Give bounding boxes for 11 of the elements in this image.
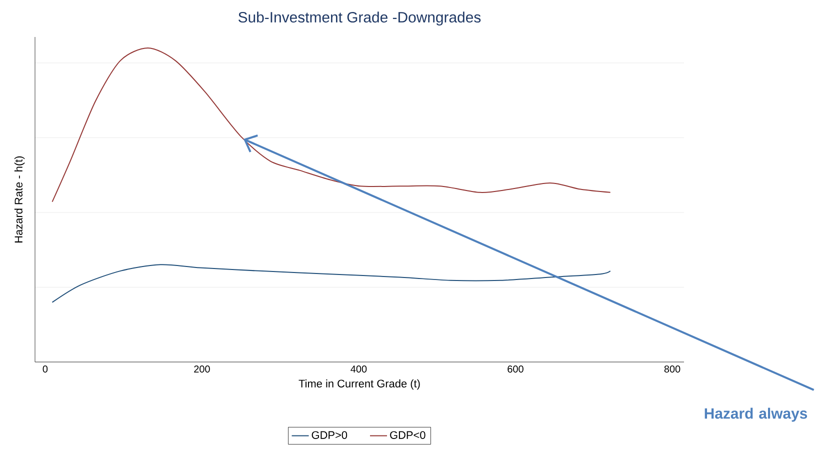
x-tick-label: 0 xyxy=(42,366,48,373)
annotation: Hazard always xyxy=(704,408,808,422)
x-tick-label: 200 xyxy=(194,366,210,373)
chart-title: Sub-Investment Grade -Downgrades xyxy=(238,12,481,26)
x-tick-label: 400 xyxy=(350,366,367,373)
legend-label: GDP<0 xyxy=(390,431,426,439)
x-axis-title: Time in Current Grade (t) xyxy=(298,379,420,390)
legend-label: GDP>0 xyxy=(312,431,348,439)
y-axis-title: Hazard Rate - h(t) xyxy=(14,156,25,242)
x-tick-label: 800 xyxy=(664,366,680,373)
x-tick-label: 600 xyxy=(508,366,524,373)
